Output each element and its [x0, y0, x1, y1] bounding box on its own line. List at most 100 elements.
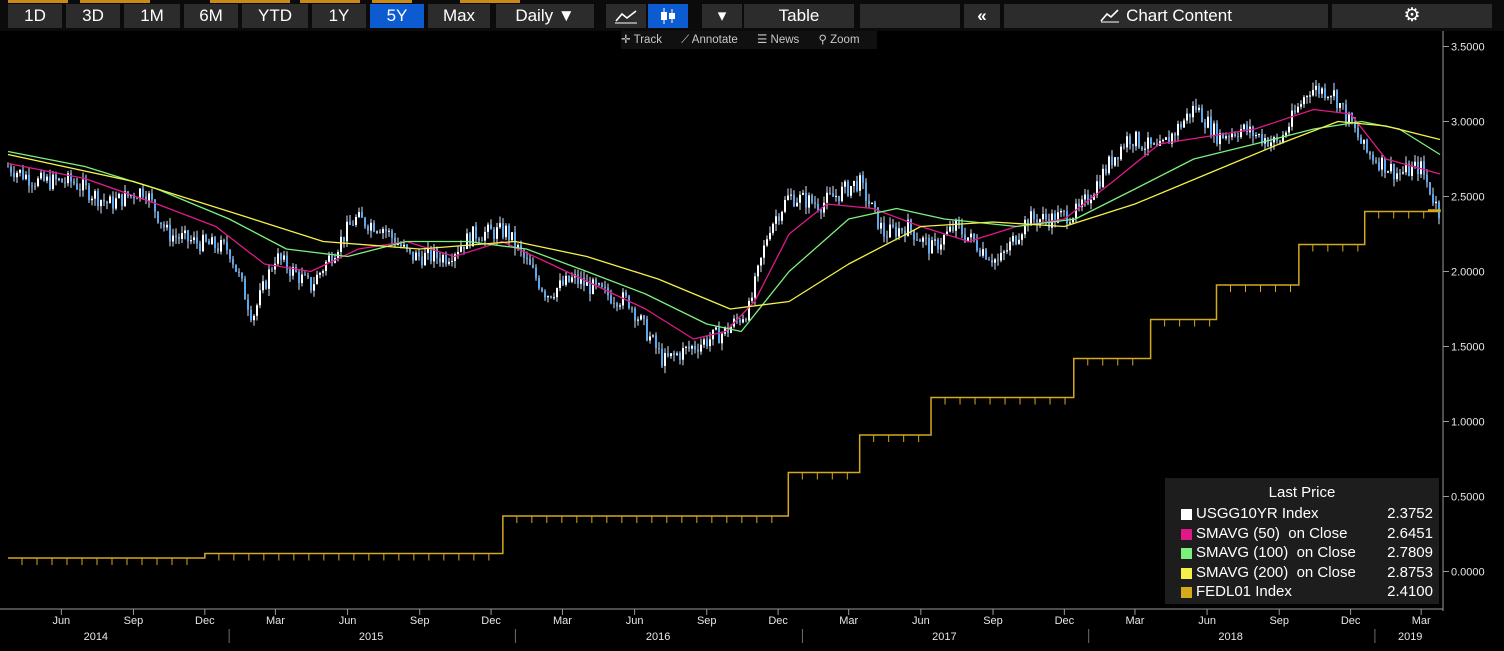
- table-button[interactable]: Table: [744, 4, 854, 28]
- legend-swatch: [1181, 509, 1192, 520]
- candle-body: [400, 244, 402, 247]
- candle-body: [1132, 144, 1134, 147]
- candle-body: [934, 239, 936, 241]
- candle-body: [541, 288, 543, 292]
- candle-body: [700, 344, 702, 352]
- candle-body: [1207, 116, 1209, 128]
- legend-series-name: FEDL01 Index: [1196, 583, 1292, 600]
- candle-body: [1210, 116, 1212, 136]
- candle-body: [109, 196, 111, 204]
- candle-body: [133, 194, 135, 199]
- candle-body: [853, 180, 855, 187]
- legend-row[interactable]: SMAVG (100) on Close 2.7809: [1165, 543, 1439, 563]
- legend-row[interactable]: SMAVG (50) on Close 2.6451: [1165, 524, 1439, 544]
- candle-body: [277, 253, 279, 264]
- x-tick-label: Dec: [768, 615, 788, 627]
- candle-body: [793, 194, 795, 207]
- chart-type-dropdown[interactable]: ▾: [702, 4, 742, 28]
- legend-row[interactable]: SMAVG (200) on Close 2.8753: [1165, 563, 1439, 583]
- candle-body: [844, 181, 846, 187]
- candle-body: [220, 240, 222, 252]
- candle-body: [997, 259, 999, 261]
- candle-body: [1414, 161, 1416, 166]
- annotate-tool[interactable]: ⟋ Annotate: [681, 34, 738, 46]
- candle-body: [616, 303, 618, 307]
- period-6m-button[interactable]: 6M: [184, 4, 238, 28]
- candle-body: [262, 281, 264, 291]
- period-1y-button[interactable]: 1Y: [312, 4, 366, 28]
- candle-body: [214, 237, 216, 249]
- candle-body: [817, 203, 819, 210]
- x-tick-label: Mar: [266, 615, 285, 627]
- candle-body: [1246, 124, 1248, 133]
- candle-body: [319, 272, 321, 275]
- candle-body: [892, 224, 894, 227]
- track-tool[interactable]: ✛ Track: [621, 34, 662, 46]
- x-tick-label: Sep: [697, 615, 717, 627]
- candle-body: [1039, 219, 1041, 225]
- candle-body: [37, 178, 39, 187]
- candle-body: [784, 199, 786, 212]
- period-1m-button[interactable]: 1M: [124, 4, 180, 28]
- candle-body: [628, 295, 630, 309]
- y-tick-label: 0.5000: [1451, 492, 1485, 504]
- x-tick-label: Mar: [553, 615, 572, 627]
- candle-body: [931, 240, 933, 254]
- candle-body: [1147, 137, 1149, 149]
- candle-body: [952, 226, 954, 231]
- frequency-dropdown[interactable]: Daily ▼: [496, 4, 594, 28]
- legend-series-name: USGG10YR Index: [1196, 505, 1319, 522]
- settings-button[interactable]: ⚙: [1332, 4, 1492, 28]
- candle-body: [352, 224, 354, 226]
- period-3d-button[interactable]: 3D: [66, 4, 120, 28]
- candle-body: [811, 195, 813, 203]
- period-max-button[interactable]: Max: [428, 4, 490, 28]
- candle-body: [454, 254, 456, 261]
- candle-body: [757, 265, 759, 277]
- candle-body: [499, 223, 501, 228]
- period-5y-button[interactable]: 5Y: [370, 4, 424, 28]
- candle-body: [436, 249, 438, 259]
- candle-body: [1366, 139, 1368, 152]
- chart-content-label: Chart Content: [1126, 6, 1232, 25]
- news-tool[interactable]: ☰ News: [757, 34, 800, 46]
- candle-body: [1402, 172, 1404, 174]
- candle-body: [781, 211, 783, 221]
- candle-body: [442, 254, 444, 263]
- candle-body: [787, 195, 789, 200]
- zoom-tool[interactable]: ⚲ Zoom: [818, 34, 860, 46]
- candle-body: [388, 230, 390, 232]
- candle-body: [1282, 135, 1284, 143]
- candlestick-button[interactable]: [648, 4, 688, 28]
- candle-body: [1006, 250, 1008, 252]
- candle-body: [760, 257, 762, 266]
- x-tick-label: Jun: [626, 615, 644, 627]
- candle-body: [349, 221, 351, 225]
- candle-body: [1213, 123, 1215, 136]
- candle-body: [46, 176, 48, 181]
- candle-body: [526, 257, 528, 259]
- candle-body: [7, 166, 9, 168]
- candle-body: [604, 286, 606, 288]
- candle-body: [88, 185, 90, 201]
- candle-body: [754, 276, 756, 298]
- period-ytd-button[interactable]: YTD: [242, 4, 308, 28]
- candle-body: [535, 267, 537, 278]
- legend-row[interactable]: USGG10YR Index 2.3752: [1165, 504, 1439, 524]
- period-1d-button[interactable]: 1D: [8, 4, 62, 28]
- candle-body: [937, 239, 939, 250]
- chart-content-button[interactable]: Chart Content: [1004, 4, 1328, 28]
- legend-row[interactable]: FEDL01 Index 2.4100: [1165, 582, 1439, 602]
- price-chart[interactable]: 3.5000 3.0000 2.5000 2.0000 1.5000 1.0000 0.50…: [0, 31, 1504, 651]
- candle-body: [367, 226, 369, 231]
- candle-body: [484, 231, 486, 241]
- line-chart-button[interactable]: [606, 4, 646, 28]
- collapse-icon[interactable]: «: [964, 4, 1000, 28]
- candle-body: [202, 234, 204, 252]
- year-label: 2019: [1398, 631, 1422, 643]
- candle-body: [724, 327, 726, 334]
- candle-body: [835, 195, 837, 197]
- candle-body: [709, 339, 711, 347]
- candle-body: [184, 230, 186, 234]
- candle-body: [586, 281, 588, 286]
